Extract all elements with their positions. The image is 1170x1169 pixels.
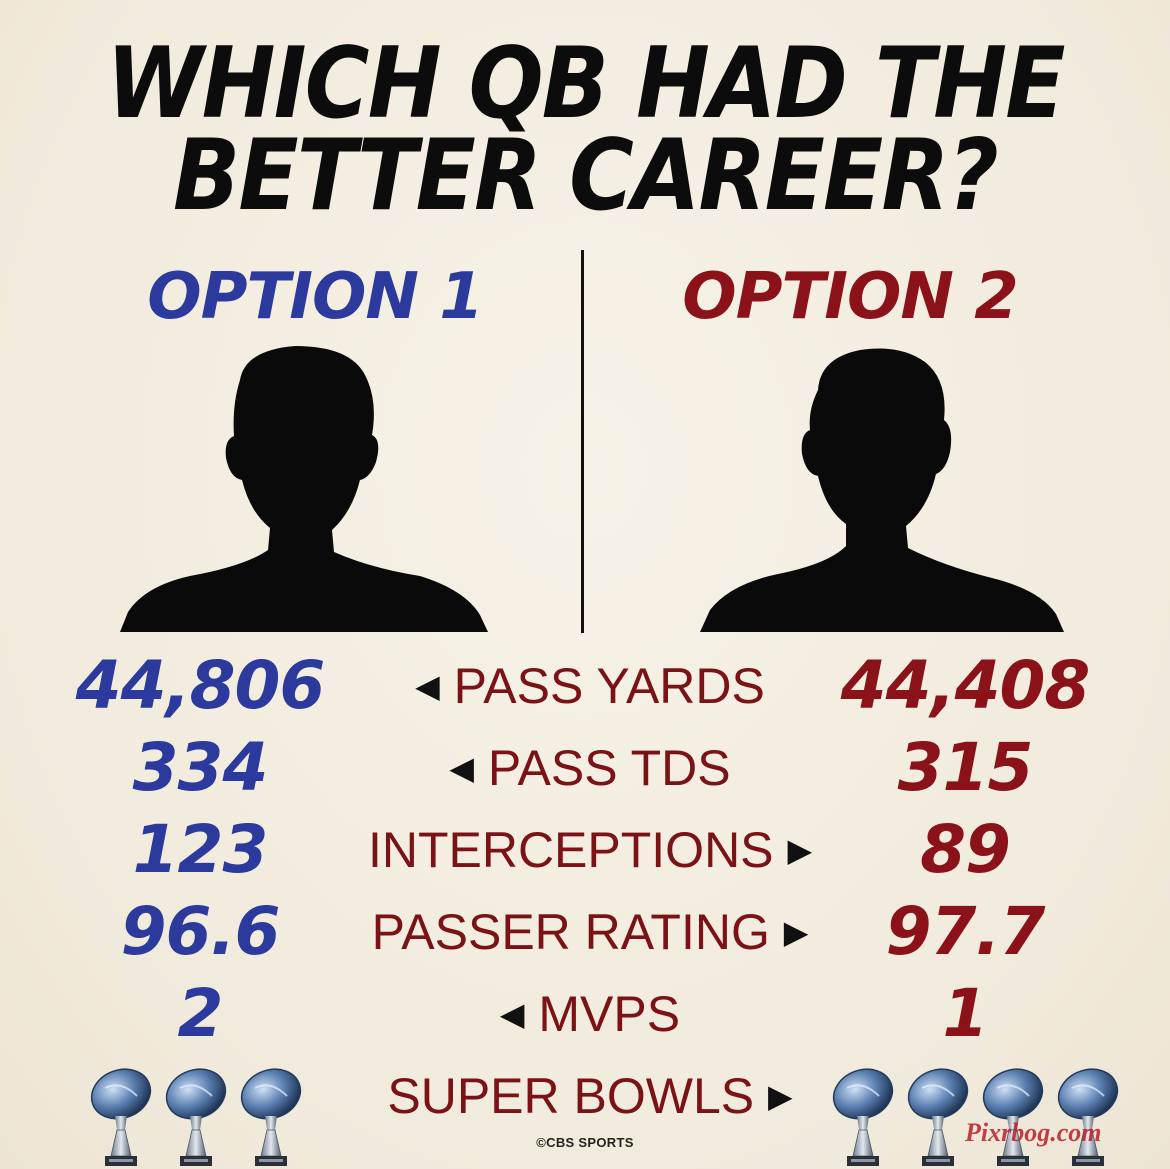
stat-label-pass-yards: ◀ PASS YARDS bbox=[340, 646, 840, 726]
arrow-left-icon: ◀ bbox=[449, 750, 474, 786]
lombardi-trophy-icon-option-1 bbox=[165, 1068, 227, 1166]
page-title: WHICH QB HAD THE BETTER CAREER? bbox=[59, 35, 1112, 225]
stat-row-passer-rating: 96.6 PASSER RATING ▶ 97.7 bbox=[0, 892, 1170, 972]
arrow-left-icon: ◀ bbox=[415, 668, 440, 704]
lombardi-trophy-icon-option-2 bbox=[982, 1068, 1044, 1166]
arrow-left-icon: ◀ bbox=[499, 996, 525, 1032]
stat-row-super-bowls: SUPER BOWLS ▶ bbox=[0, 1056, 1170, 1136]
stat-row-interceptions: 123 INTERCEPTIONS ▶ 89 bbox=[0, 810, 1170, 890]
lombardi-trophy-icon-option-1 bbox=[240, 1068, 302, 1166]
stat-label-passer-rating: PASSER RATING ▶ bbox=[340, 892, 840, 972]
option-2-mvps: 1 bbox=[942, 975, 989, 1052]
option-1-mvps: 2 bbox=[177, 975, 224, 1052]
arrow-right-icon: ▶ bbox=[783, 914, 809, 950]
lombardi-trophy-icon-option-2 bbox=[1057, 1068, 1119, 1166]
stat-label-pass-tds: ◀ PASS TDS bbox=[340, 728, 840, 808]
watermark: Pixrbog.com bbox=[965, 1118, 1102, 1147]
option-1-pass-tds: 334 bbox=[132, 729, 269, 806]
arrow-right-icon: ▶ bbox=[768, 1078, 793, 1114]
arrow-right-icon: ▶ bbox=[787, 832, 813, 868]
stat-label-interceptions: INTERCEPTIONS ▶ bbox=[340, 810, 840, 890]
option-2-pass-tds: 315 bbox=[897, 729, 1034, 806]
stat-row-mvps: 2 ◀ MVPS 1 bbox=[0, 974, 1170, 1054]
lombardi-trophy-icon-option-1 bbox=[90, 1068, 152, 1166]
option-2-pass-yards: 44,408 bbox=[840, 647, 1091, 724]
option-2-interceptions: 89 bbox=[920, 811, 1011, 888]
stat-row-pass-yards: 44,806 ◀ PASS YARDS 44,408 bbox=[0, 646, 1170, 726]
option-2-label: OPTION 2 bbox=[682, 260, 1019, 334]
option-1-label: OPTION 1 bbox=[147, 260, 484, 334]
option-1-interceptions: 123 bbox=[132, 811, 269, 888]
stat-label-super-bowls: SUPER BOWLS ▶ bbox=[340, 1056, 840, 1136]
lombardi-trophy-icon-option-2 bbox=[832, 1068, 894, 1166]
silhouette-option-1 bbox=[120, 346, 488, 632]
stat-label-mvps: ◀ MVPS bbox=[340, 974, 840, 1054]
cbs-sports-logo: ©CBS SPORTS bbox=[536, 1135, 634, 1150]
center-divider bbox=[581, 250, 584, 633]
option-2-passer-rating: 97.7 bbox=[885, 893, 1046, 970]
option-1-pass-yards: 44,806 bbox=[75, 647, 326, 724]
title-line-2: BETTER CAREER? bbox=[172, 119, 999, 233]
lombardi-trophy-icon-option-2 bbox=[907, 1068, 969, 1166]
title-line-1: WHICH QB HAD THE bbox=[106, 27, 1065, 141]
stat-row-pass-tds: 334 ◀ PASS TDS 315 bbox=[0, 728, 1170, 808]
option-1-passer-rating: 96.6 bbox=[120, 893, 281, 970]
silhouette-option-2 bbox=[700, 348, 1064, 632]
